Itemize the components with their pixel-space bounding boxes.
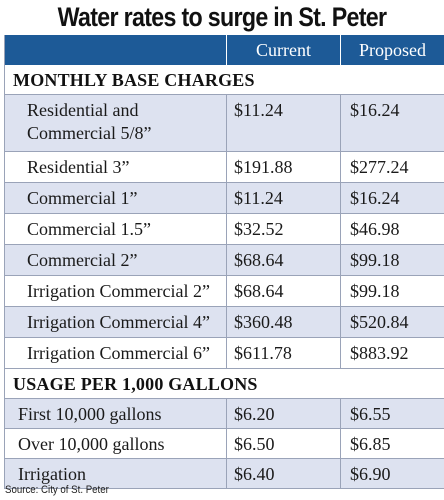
row-label: Irrigation Commercial 4”	[27, 312, 210, 332]
table-row: Over 10,000 gallons $6.50 $6.85	[5, 429, 444, 459]
row-label: First 10,000 gallons	[18, 404, 162, 424]
header-current: Current	[226, 35, 340, 65]
row-current: $191.88	[226, 152, 340, 182]
table-row: Irrigation $6.40 $6.90	[5, 459, 444, 489]
table-row: Commercial 1.5” $32.52 $46.98	[5, 214, 444, 245]
row-current: $11.24	[226, 183, 340, 213]
table-row: Commercial 1” $11.24 $16.24	[5, 183, 444, 214]
row-current: $360.48	[226, 307, 340, 337]
row-label: Irrigation Commercial 6”	[27, 343, 210, 363]
table-row: Irrigation Commercial 6” $611.78 $883.92	[5, 338, 444, 369]
row-proposed: $6.90	[340, 459, 444, 488]
row-current: $6.50	[226, 429, 340, 458]
row-label: Irrigation Commercial 2”	[27, 281, 210, 301]
header-proposed: Proposed	[340, 35, 444, 65]
row-label: Residential and Commercial 5/8”	[27, 100, 152, 143]
row-proposed: $99.18	[340, 276, 444, 306]
section-heading-usage: USAGE PER 1,000 GALLONS	[5, 369, 444, 399]
section-heading-base-charges: MONTHLY BASE CHARGES	[5, 65, 444, 95]
table-row: Irrigation Commercial 2” $68.64 $99.18	[5, 276, 444, 307]
row-proposed: $46.98	[340, 214, 444, 244]
table-row: Irrigation Commercial 4” $360.48 $520.84	[5, 307, 444, 338]
row-label: Commercial 1.5”	[27, 219, 151, 239]
row-label: Over 10,000 gallons	[18, 434, 165, 454]
row-proposed: $16.24	[340, 183, 444, 213]
table-row: Residential and Commercial 5/8” $11.24 $…	[5, 95, 444, 152]
row-proposed: $16.24	[340, 95, 444, 151]
page-title: Water rates to surge in St. Peter	[57, 2, 387, 32]
row-label: Commercial 2”	[27, 250, 138, 270]
row-label: Commercial 1”	[27, 188, 138, 208]
source-credit: Source: City of St. Peter	[5, 484, 109, 496]
table-row: First 10,000 gallons $6.20 $6.55	[5, 399, 444, 429]
table-row: Commercial 2” $68.64 $99.18	[5, 245, 444, 276]
table-row: Residential 3” $191.88 $277.24	[5, 152, 444, 183]
row-proposed: $6.55	[340, 399, 444, 428]
header-blank-cell	[5, 35, 226, 65]
row-label: Irrigation	[18, 464, 86, 484]
row-current: $32.52	[226, 214, 340, 244]
row-current: $68.64	[226, 276, 340, 306]
row-proposed: $883.92	[340, 338, 444, 368]
row-proposed: $6.85	[340, 429, 444, 458]
table-header: Current Proposed	[5, 35, 444, 65]
row-proposed: $277.24	[340, 152, 444, 182]
row-current: $611.78	[226, 338, 340, 368]
row-current: $11.24	[226, 95, 340, 151]
row-proposed: $520.84	[340, 307, 444, 337]
row-current: $6.40	[226, 459, 340, 488]
row-current: $6.20	[226, 399, 340, 428]
row-current: $68.64	[226, 245, 340, 275]
row-proposed: $99.18	[340, 245, 444, 275]
row-label: Residential 3”	[27, 157, 130, 177]
rates-table: Current Proposed MONTHLY BASE CHARGES Re…	[4, 35, 444, 489]
